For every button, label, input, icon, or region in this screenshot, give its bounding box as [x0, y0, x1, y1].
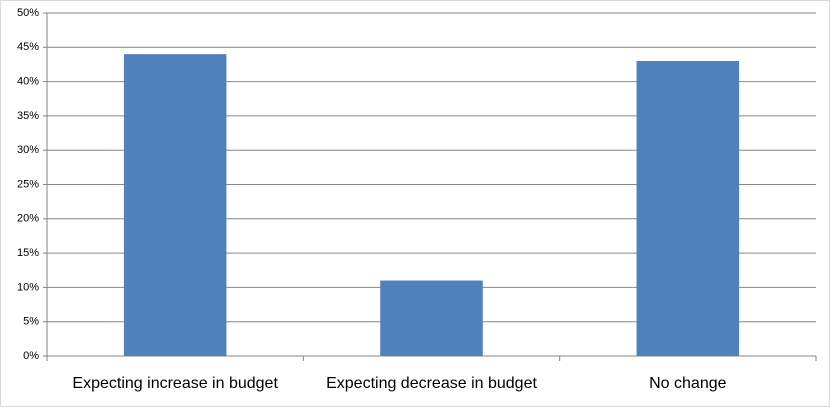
y-tick-label: 45% — [17, 41, 39, 53]
y-tick-label: 10% — [17, 281, 39, 293]
bar — [123, 54, 227, 356]
y-tick-label: 20% — [17, 213, 39, 225]
y-tick-label: 50% — [17, 7, 39, 19]
y-tick-label: 30% — [17, 144, 39, 156]
y-tick-label: 35% — [17, 110, 39, 122]
y-tick-label: 15% — [17, 247, 39, 259]
y-tick-label: 5% — [23, 316, 39, 328]
x-tick-label: No change — [649, 375, 726, 392]
x-tick-label: Expecting increase in budget — [72, 375, 278, 392]
y-tick-label: 40% — [17, 76, 39, 88]
x-tick-label: Expecting decrease in budget — [326, 375, 537, 392]
y-tick-label: 25% — [17, 178, 39, 190]
bar — [636, 61, 740, 357]
bar — [380, 280, 483, 356]
y-tick-label: 0% — [23, 350, 39, 362]
